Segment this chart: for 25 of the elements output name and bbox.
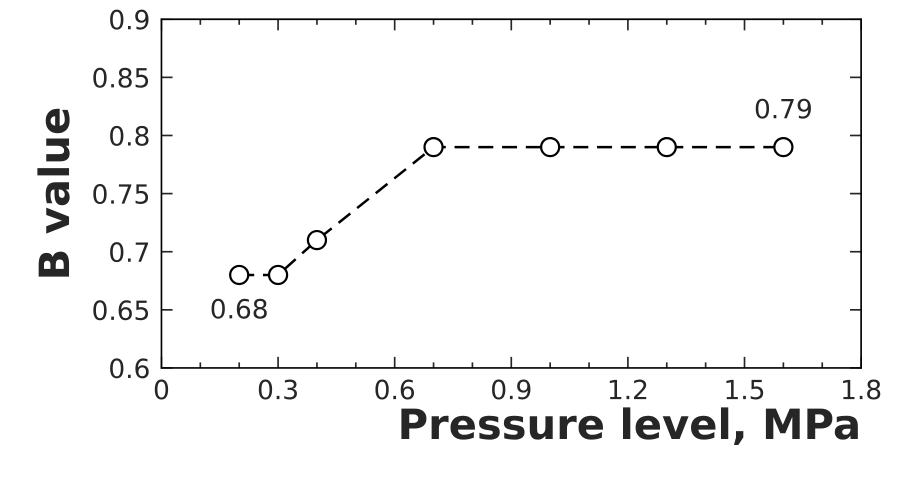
x-tick-label: 1.8 [843, 380, 880, 400]
y-tick-label: 0.8 [110, 126, 149, 146]
y-tick-label: 0.9 [110, 10, 148, 30]
point [229, 264, 250, 286]
y-tick-label: 0.65 [93, 300, 148, 320]
x-tick-label: 0.9 [492, 380, 530, 400]
x-tick-label: 1.5 [726, 380, 764, 400]
y-tick-label: 0.7 [110, 242, 148, 262]
x-tick-label: 0.6 [375, 380, 414, 400]
x-axis-title: Pressure level, MPa [401, 407, 858, 445]
y-tick-label: 0.85 [93, 68, 148, 88]
point [306, 230, 328, 250]
y-axis-title: B value [37, 108, 70, 277]
point [540, 136, 560, 158]
point [268, 264, 288, 286]
x-tick-label: 0 [154, 380, 168, 400]
y-tick-label: 0.75 [93, 184, 148, 204]
point [423, 136, 444, 158]
point [773, 136, 794, 158]
x-tick-label: 0.3 [258, 380, 297, 400]
annotation: 0.79 [756, 98, 811, 119]
annotation: 0.68 [212, 298, 267, 319]
x-tick-label: 1.2 [610, 380, 646, 400]
point [656, 136, 677, 158]
y-tick-label: 0.6 [110, 358, 149, 378]
